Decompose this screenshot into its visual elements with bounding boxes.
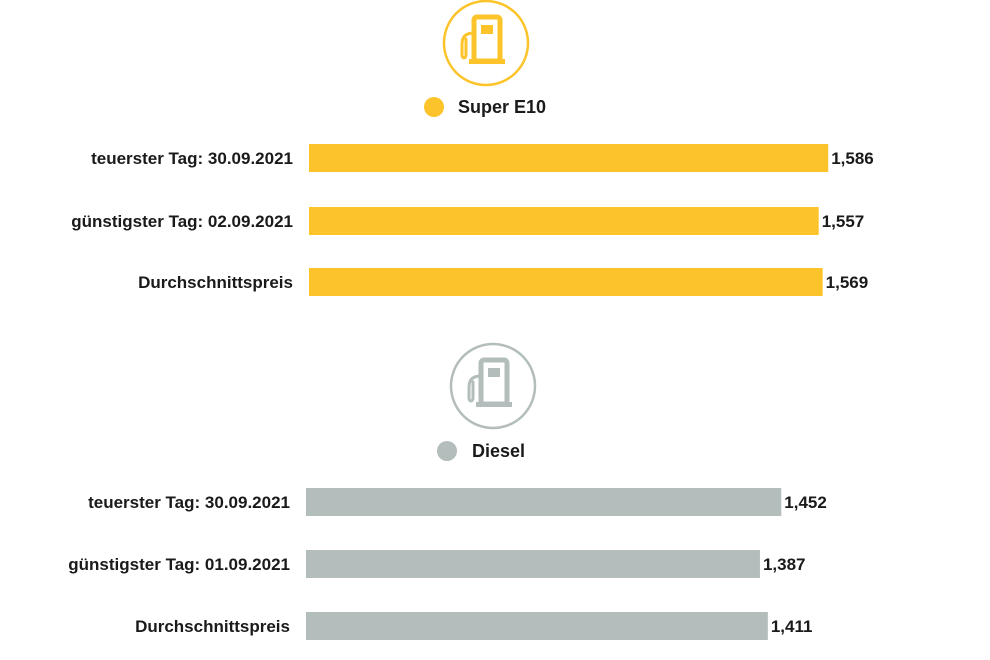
pump-base: [469, 59, 505, 64]
icon-circle: [449, 342, 537, 430]
fuel-pump-icon: [449, 342, 537, 430]
bar: [306, 550, 760, 578]
legend-swatch: [437, 441, 457, 461]
value-label: 1,387: [763, 555, 806, 574]
bar: [309, 268, 823, 296]
category-label: Durchschnittspreis: [135, 617, 290, 636]
pump-hose: [460, 31, 476, 60]
pump-base: [476, 402, 512, 407]
category-label: teuerster Tag: 30.09.2021: [88, 493, 290, 512]
value-label: 1,411: [771, 617, 813, 636]
bar: [309, 144, 829, 172]
icon-circle: [442, 0, 530, 87]
fuel-pump-icon: [442, 0, 530, 87]
pump-body: [478, 357, 510, 407]
category-label: günstigster Tag: 01.09.2021: [68, 555, 290, 574]
value-label: 1,452: [784, 493, 827, 512]
bar: [306, 612, 768, 640]
pump-hose: [467, 374, 483, 403]
value-label: 1,569: [826, 273, 869, 292]
value-label: 1,586: [831, 149, 874, 168]
pump-window: [481, 25, 493, 34]
pump-window: [488, 368, 500, 377]
legend-label: Super E10: [458, 97, 546, 117]
value-label: 1,557: [822, 212, 865, 231]
legend-swatch: [424, 97, 444, 117]
bar: [306, 488, 782, 516]
category-label: Durchschnittspreis: [138, 273, 293, 292]
pump-body: [471, 14, 503, 64]
category-label: günstigster Tag: 02.09.2021: [71, 212, 293, 231]
legend-label: Diesel: [472, 441, 525, 461]
bar: [309, 207, 819, 235]
category-label: teuerster Tag: 30.09.2021: [91, 149, 293, 168]
